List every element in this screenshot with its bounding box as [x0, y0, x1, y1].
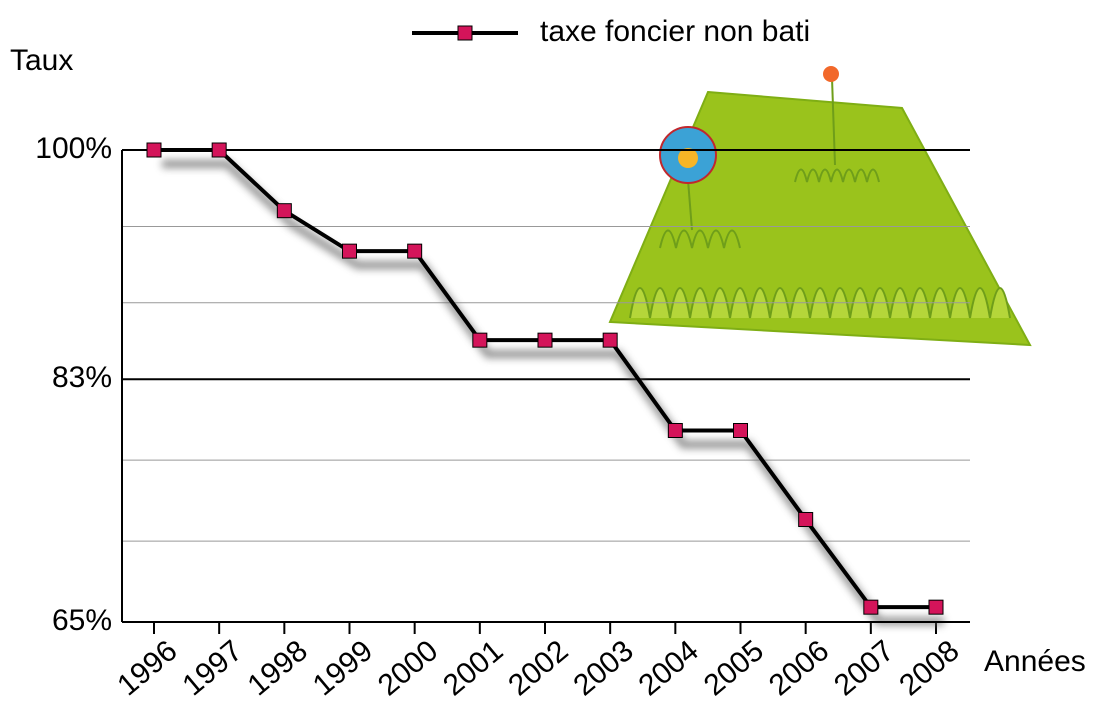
point-marker [799, 513, 813, 527]
x-tick-label: 2006 [763, 634, 835, 702]
y-tick-label: 83% [52, 361, 112, 394]
x-tick-label: 2004 [633, 634, 705, 702]
x-axis-title: Années [984, 645, 1086, 678]
x-tick-label: 2000 [372, 634, 444, 702]
point-marker [538, 333, 552, 347]
legend: taxe foncier non bati [412, 15, 810, 48]
x-tick-label: 1998 [242, 634, 314, 702]
point-marker [212, 143, 226, 157]
point-marker [929, 600, 943, 614]
legend-marker [458, 26, 472, 40]
x-tick-label: 1996 [111, 634, 183, 702]
point-marker [734, 424, 748, 438]
point-marker [147, 143, 161, 157]
legend-label: taxe foncier non bati [540, 15, 810, 48]
x-tick-label: 2001 [437, 634, 509, 702]
x-tick-label: 1997 [176, 634, 248, 702]
point-marker [343, 244, 357, 258]
y-tick-label: 100% [35, 132, 112, 165]
x-tick-label: 2007 [828, 634, 900, 702]
y-tick-label: 65% [52, 604, 112, 637]
x-tick-label: 2005 [698, 634, 770, 702]
point-marker [408, 244, 422, 258]
point-marker [277, 204, 291, 218]
chart: Taux Années taxe foncier non bati 65% 83%… [0, 0, 1117, 706]
point-marker [473, 333, 487, 347]
x-tick-label: 1999 [307, 634, 379, 702]
x-tick-label: 2008 [893, 634, 965, 702]
y-axis-title: Taux [10, 44, 73, 77]
point-marker [864, 600, 878, 614]
x-tick-label: 2002 [502, 634, 574, 702]
x-tick-label: 2003 [567, 634, 639, 702]
point-marker [668, 424, 682, 438]
point-marker [603, 333, 617, 347]
